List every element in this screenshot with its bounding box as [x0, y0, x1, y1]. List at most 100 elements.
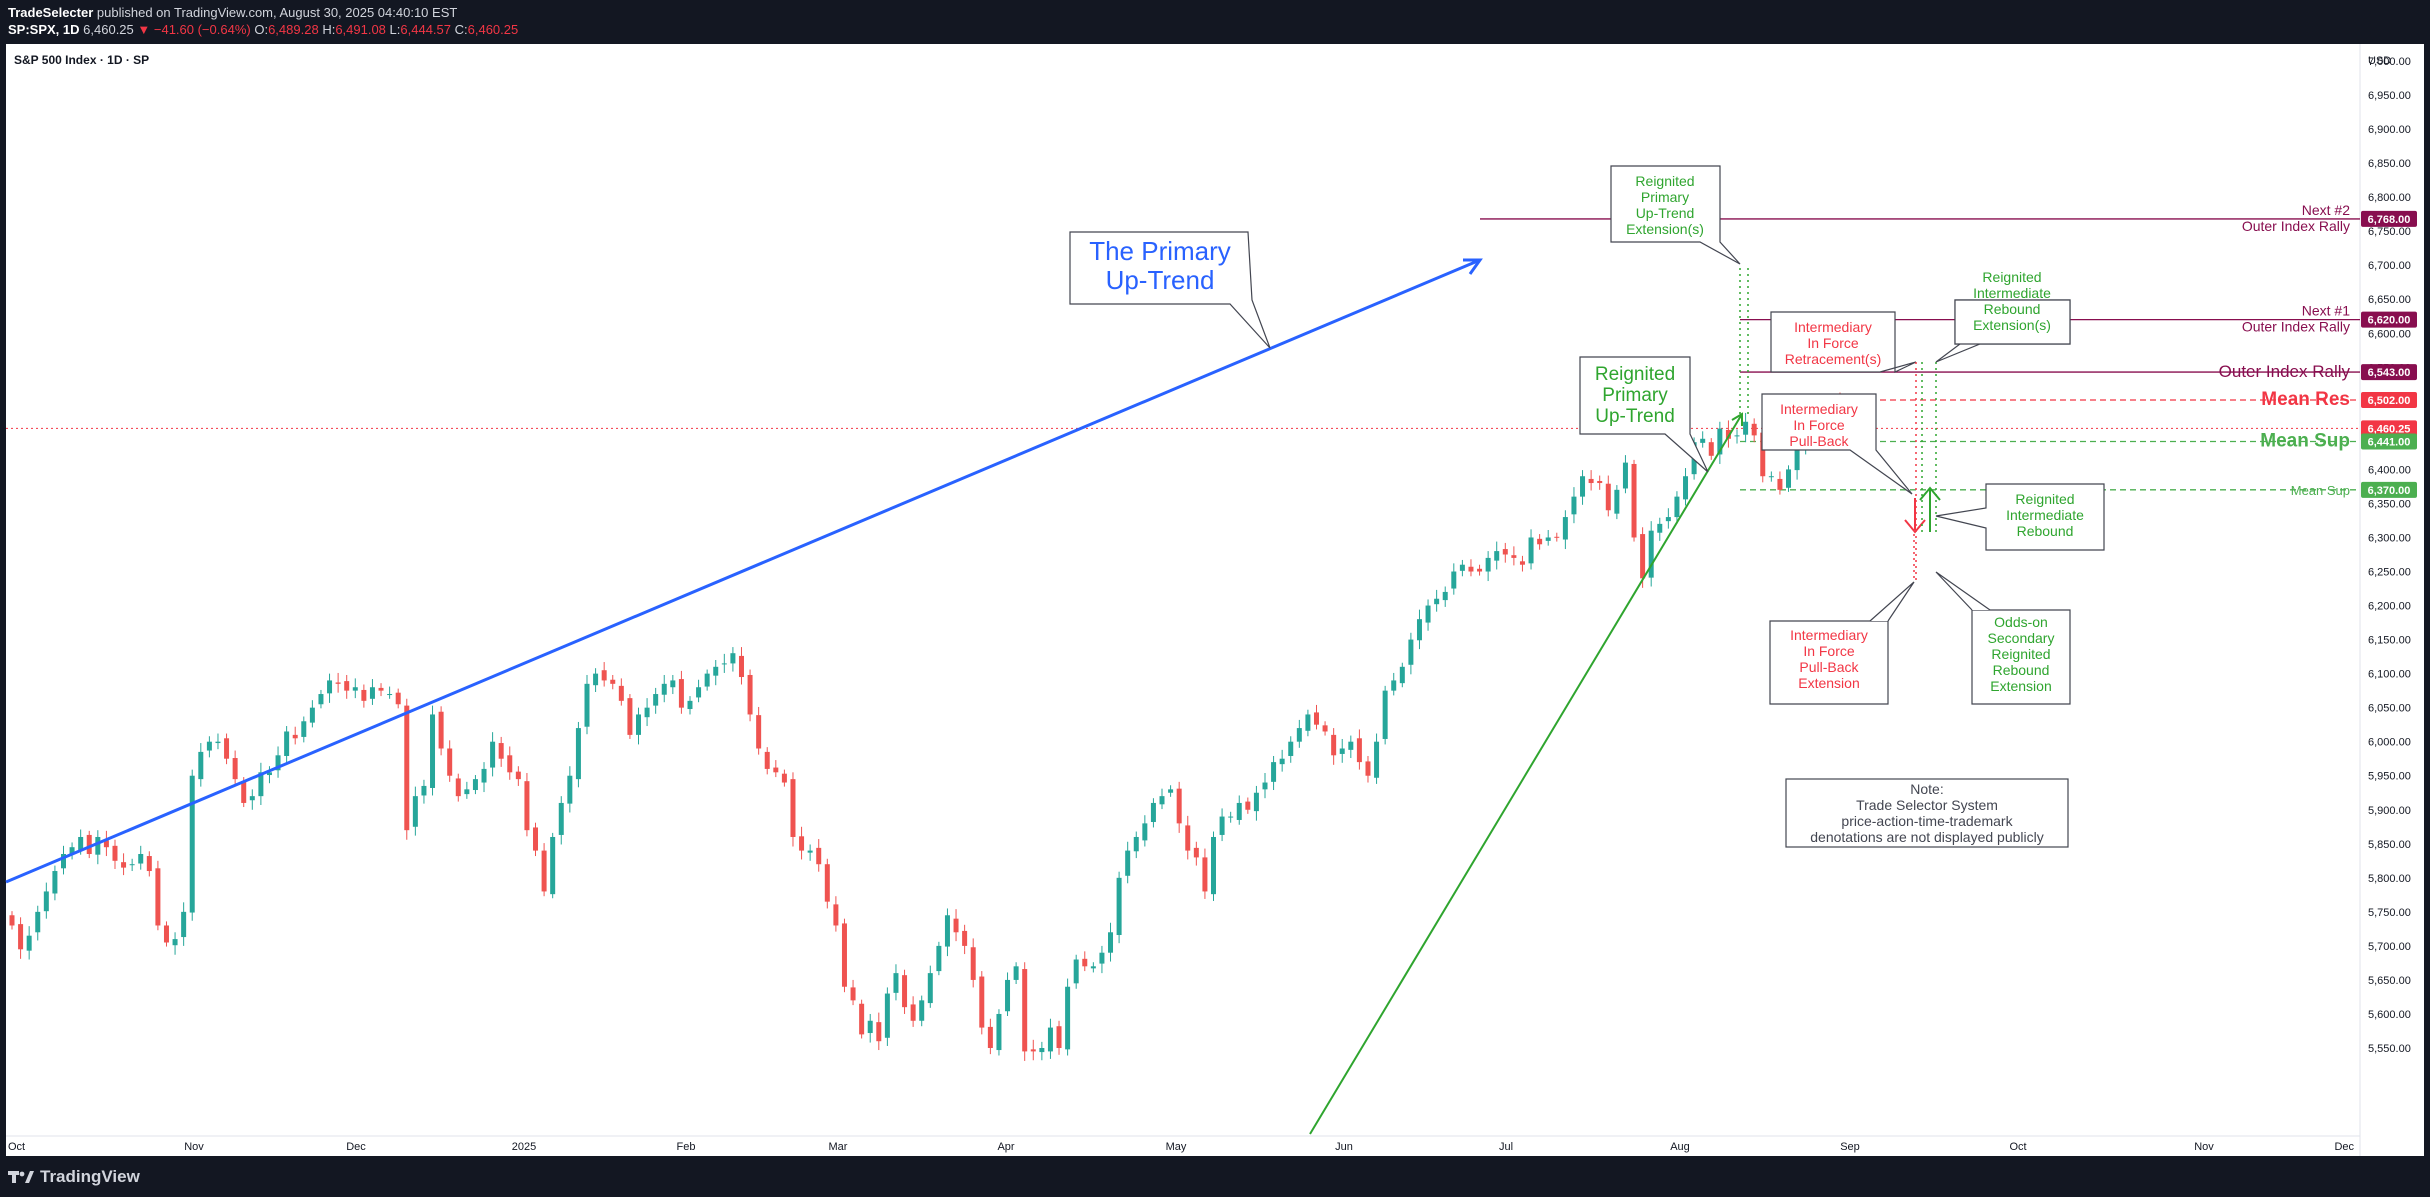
candle-body: [1253, 792, 1259, 812]
candle-body: [1005, 979, 1011, 1012]
level-label: Next #1: [2302, 303, 2350, 319]
candle-body: [678, 679, 684, 708]
level-price-tag: [2361, 391, 2417, 408]
candle-body: [181, 911, 187, 938]
price-tick-label: 6,700.00: [2368, 260, 2411, 272]
candle-body: [601, 670, 607, 681]
high-value: 6,491.08: [335, 22, 386, 37]
candle-body: [1708, 442, 1714, 456]
candle-body: [344, 681, 350, 691]
time-tick-label: Jun: [1335, 1141, 1353, 1153]
candle-body: [1425, 605, 1431, 623]
candle-body: [1245, 801, 1251, 810]
reignited-primary-arrowhead: [1731, 412, 1743, 426]
candle-body: [661, 683, 667, 695]
candle-body: [696, 687, 702, 698]
candle-body: [1545, 537, 1551, 541]
primary-extension-callout: [1610, 165, 1741, 265]
primary-uptrend-line[interactable]: [5, 258, 1481, 884]
time-tick-label: Nov: [2194, 1141, 2214, 1153]
reignited-primary-line[interactable]: [1309, 413, 1743, 1135]
note-box: [1785, 778, 2069, 848]
reignited-primary-callout: [1579, 356, 1709, 473]
candle-body: [1125, 850, 1131, 876]
rebound-extension-line-text: Intermediate: [1973, 285, 2051, 301]
level-price-tag-text: 6,543.00: [2368, 367, 2411, 379]
candle-body: [1073, 959, 1079, 984]
time-tick-label: Nov: [184, 1141, 204, 1153]
candle-body: [387, 694, 393, 696]
level-price-tag: [2361, 433, 2417, 450]
last-price: 6,460.25: [83, 22, 134, 37]
pullback-line-text: In Force: [1793, 417, 1845, 433]
candle-body: [481, 768, 487, 783]
candle-body: [584, 683, 590, 727]
primary-uptrend-callout: [1069, 231, 1271, 349]
candle-body: [327, 680, 333, 694]
level-label: Mean Sup: [2260, 431, 2350, 452]
candle-body: [1416, 619, 1422, 641]
price-tick-label: 7,000.00: [2368, 56, 2411, 68]
pullback-extension-line-text: In Force: [1803, 643, 1855, 659]
time-tick-label: Aug: [1670, 1141, 1690, 1153]
level-price-tag: [2361, 364, 2417, 381]
time-tick-label: Dec: [346, 1141, 366, 1153]
pullback-extension-pointer: [1869, 581, 1915, 622]
candle-body: [1777, 478, 1783, 490]
time-axis-ticks: Oct Nov Dec 2025 Feb Mar Apr May Jun Jul Aug Sep Oct…: [8, 1141, 2354, 1153]
candle-body: [129, 864, 135, 866]
price-tick-label: 6,600.00: [2368, 328, 2411, 340]
candle-body: [1211, 836, 1217, 895]
low-value: 6,444.57: [400, 22, 451, 37]
candle-body: [232, 758, 238, 780]
level-sublabel: Outer Index Rally: [2242, 218, 2350, 234]
candle-body: [378, 687, 384, 691]
candle-body: [1331, 734, 1337, 756]
candle-body: [833, 904, 839, 926]
candle-body: [1554, 536, 1560, 538]
price-tick-label: 5,650.00: [2368, 975, 2411, 987]
candle-body: [430, 714, 436, 788]
candle-body: [1597, 480, 1603, 484]
publisher-name[interactable]: TradeSelecter: [8, 5, 94, 20]
price-tick-label: 6,850.00: [2368, 158, 2411, 170]
primary-extension-line-text: Extension(s): [1626, 221, 1704, 237]
candle-body: [1391, 680, 1397, 691]
reignited-primary-line-text: Primary: [1602, 385, 1668, 406]
rebound-extension-line-text: Rebound: [1984, 301, 2041, 317]
candle-body: [1219, 816, 1225, 835]
candle-body: [1528, 537, 1534, 564]
pullback-line-text: Pull-Back: [1789, 433, 1849, 449]
candle-body: [138, 854, 144, 864]
candle-body: [1159, 796, 1165, 805]
candle-body: [172, 939, 178, 946]
candle-body: [1279, 758, 1285, 765]
candle-body: [249, 796, 255, 801]
pullback-extension-line-text: Intermediary: [1790, 627, 1868, 643]
price-tick-label: 5,800.00: [2368, 873, 2411, 885]
tradingview-logo[interactable]: TradingView: [8, 1167, 140, 1187]
candle-body: [884, 993, 890, 1038]
rebound-line-text: Reignited: [2015, 491, 2074, 507]
candle-body: [412, 796, 418, 827]
candle-body: [1751, 423, 1757, 436]
retracement-line-text: Intermediary: [1794, 319, 1872, 335]
candle-body: [1382, 690, 1388, 739]
level-price-tag: [2361, 420, 2417, 437]
candle-body: [756, 715, 762, 749]
rebound-extension-line-text: Reignited: [1982, 269, 2041, 285]
rebound-line-text: Rebound: [2017, 523, 2074, 539]
candle-body: [78, 836, 84, 850]
price-tick-label: 6,900.00: [2368, 124, 2411, 136]
level-label: Mean Res: [2261, 389, 2350, 410]
price-chart[interactable]: S&P 500 Index · 1D · SP USD 5,550.00 5,60…: [0, 42, 2430, 1157]
open-label: O:: [254, 22, 269, 37]
candle-body: [859, 1003, 865, 1035]
price-tick-label: 6,350.00: [2368, 498, 2411, 510]
candle-body: [670, 680, 676, 688]
candle-body: [1588, 478, 1594, 484]
candle-body: [644, 707, 650, 718]
candle-body: [507, 755, 513, 773]
candle-body: [1356, 738, 1362, 763]
candle-body: [635, 714, 641, 735]
